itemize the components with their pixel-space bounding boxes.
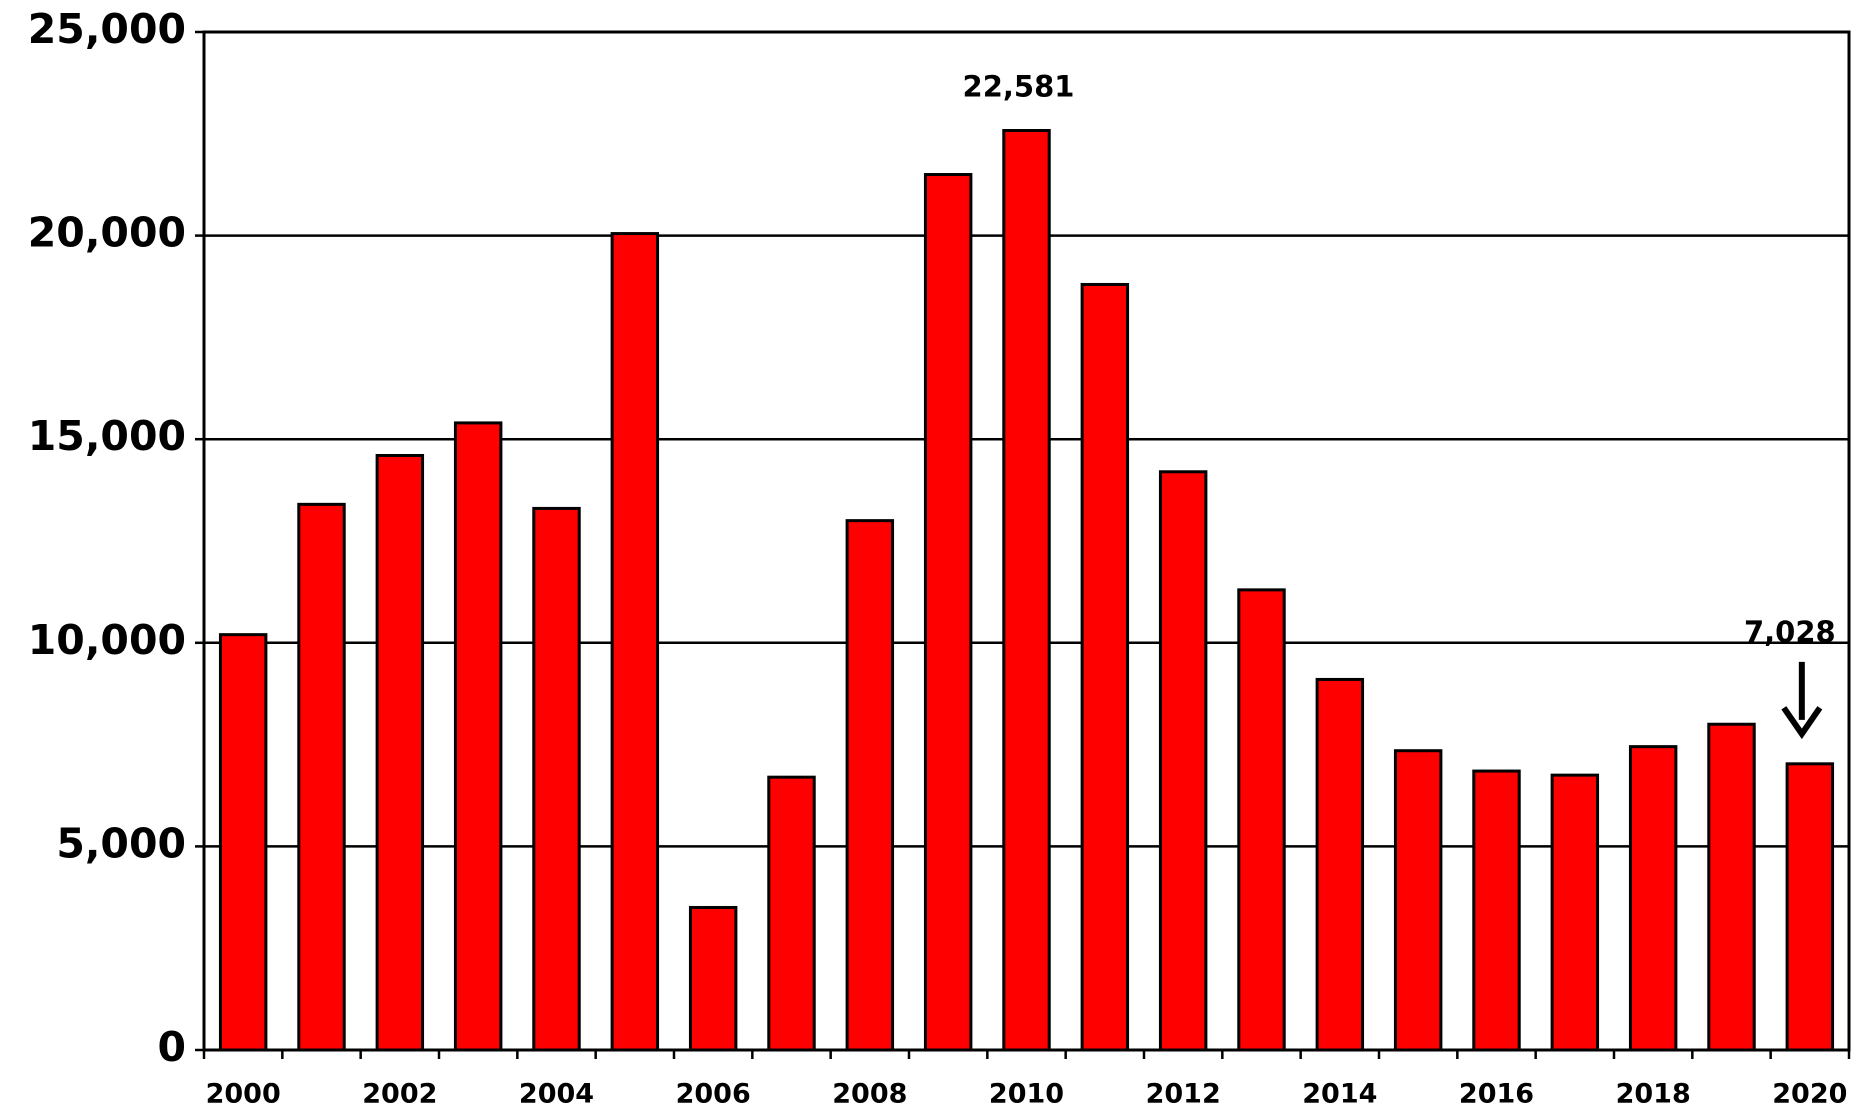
x-tick-label: 2008 [832, 1079, 907, 1110]
bar [1393, 749, 1443, 1052]
x-tick-label: 2018 [1616, 1079, 1691, 1110]
y-tick-label: 25,000 [28, 5, 186, 53]
bar [923, 173, 973, 1052]
y-tick-label: 15,000 [28, 412, 186, 460]
x-tick-label: 2004 [519, 1079, 594, 1110]
bar [1237, 588, 1286, 1052]
bar [767, 775, 816, 1052]
bar [610, 232, 660, 1052]
bar [1002, 129, 1051, 1052]
bar [453, 421, 503, 1052]
x-tick-label: 2002 [362, 1079, 437, 1110]
bar [1785, 762, 1835, 1052]
bar [1080, 282, 1130, 1052]
y-tick-label: 0 [157, 1023, 186, 1071]
bar [688, 905, 738, 1052]
x-tick-label: 2000 [206, 1079, 281, 1110]
bar [845, 519, 895, 1052]
bar [297, 502, 346, 1052]
bar [1315, 677, 1365, 1052]
bar [1550, 773, 1600, 1052]
value-label: 22,581 [963, 70, 1075, 104]
y-tick-label: 5,000 [56, 819, 186, 867]
x-tick-label: 2012 [1146, 1079, 1221, 1110]
bar [532, 506, 581, 1052]
x-tick-label: 2010 [989, 1079, 1064, 1110]
x-tick-label: 2020 [1772, 1079, 1847, 1110]
y-tick-label: 10,000 [28, 616, 186, 664]
x-tick-label: 2006 [676, 1079, 751, 1110]
bar [1707, 722, 1756, 1052]
bar [1472, 769, 1521, 1052]
bar [1628, 745, 1678, 1052]
x-tick-label: 2014 [1302, 1079, 1377, 1110]
bar [1158, 470, 1208, 1052]
bar [375, 453, 425, 1052]
annotation-arrowhead [1781, 706, 1823, 740]
y-tick-label: 20,000 [28, 209, 186, 257]
value-label: 7,028 [1744, 615, 1836, 649]
x-tick-label: 2016 [1459, 1079, 1534, 1110]
bar [218, 633, 268, 1052]
